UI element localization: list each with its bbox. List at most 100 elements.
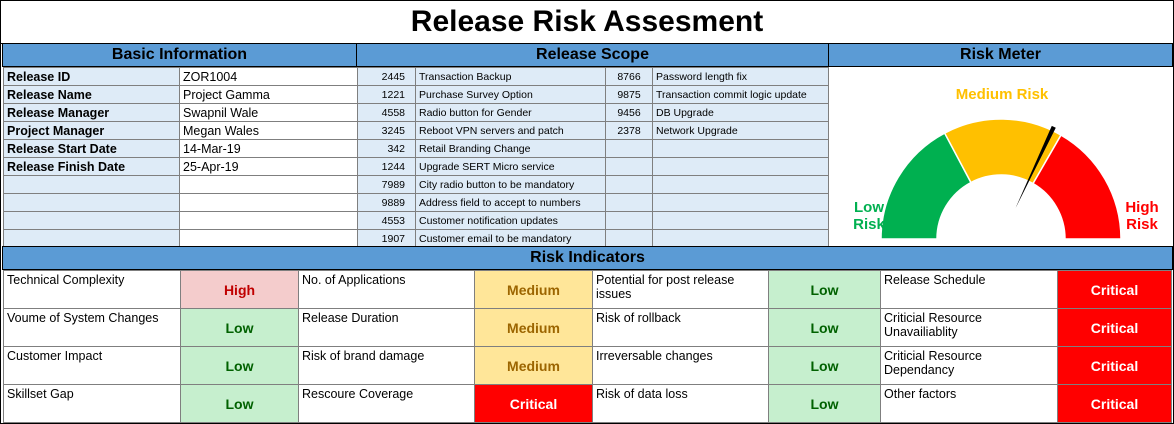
basic-info-label[interactable]: Release Name <box>3 85 180 104</box>
scope-item-id[interactable] <box>605 193 653 212</box>
scope-row: 7989 City radio button to be mandatory <box>357 175 829 194</box>
basic-info-row <box>3 229 358 248</box>
scope-item-id[interactable]: 9456 <box>605 103 653 122</box>
scope-item-id[interactable] <box>605 139 653 158</box>
scope-item-description[interactable] <box>652 157 829 176</box>
risk-level-badge[interactable]: Low <box>180 384 299 423</box>
basic-info-label[interactable]: Release Manager <box>3 103 180 122</box>
scope-item-description[interactable]: Transaction Backup <box>415 67 606 86</box>
risk-indicator-name[interactable]: Rescoure Coverage <box>298 384 475 423</box>
risk-indicator-name[interactable]: Potential for post release issues <box>592 270 769 309</box>
scope-item-id[interactable] <box>605 211 653 230</box>
risk-indicator-name[interactable]: Customer Impact <box>3 346 181 385</box>
scope-row: 1907 Customer email to be mandatory <box>357 229 829 248</box>
scope-item-description[interactable]: Customer notification updates <box>415 211 606 230</box>
risk-indicator-name[interactable]: Release Duration <box>298 308 475 347</box>
scope-item-description[interactable]: City radio button to be mandatory <box>415 175 606 194</box>
risk-level-badge[interactable]: Medium <box>474 308 593 347</box>
basic-info-value[interactable]: 14-Mar-19 <box>179 139 358 158</box>
risk-indicator-name[interactable]: Release Schedule <box>880 270 1058 309</box>
scope-item-description[interactable]: Password length fix <box>652 67 829 86</box>
basic-info-value[interactable]: Project Gamma <box>179 85 358 104</box>
risk-level-badge[interactable]: Critical <box>1057 308 1172 347</box>
scope-item-id[interactable]: 1907 <box>357 229 416 248</box>
risk-level-badge[interactable]: Low <box>180 308 299 347</box>
risk-level-badge[interactable]: Critical <box>1057 270 1172 309</box>
scope-item-id[interactable]: 1221 <box>357 85 416 104</box>
scope-item-id[interactable]: 9889 <box>357 193 416 212</box>
risk-indicator-name[interactable]: Risk of rollback <box>592 308 769 347</box>
scope-item-description[interactable] <box>652 139 829 158</box>
scope-item-id[interactable]: 2378 <box>605 121 653 140</box>
gauge-medium-label: Medium Risk <box>955 86 1049 103</box>
scope-item-id[interactable]: 7989 <box>357 175 416 194</box>
basic-info-value[interactable] <box>179 211 358 230</box>
basic-info-label[interactable] <box>3 229 180 248</box>
risk-level-badge[interactable]: Critical <box>1057 346 1172 385</box>
basic-info-value[interactable]: 25-Apr-19 <box>179 157 358 176</box>
basic-info-value[interactable]: Megan Wales <box>179 121 358 140</box>
risk-indicator-name[interactable]: Risk of brand damage <box>298 346 475 385</box>
risk-level-badge[interactable]: Low <box>768 270 881 309</box>
risk-indicator-name[interactable]: Irreversable changes <box>592 346 769 385</box>
scope-item-description[interactable] <box>652 211 829 230</box>
scope-item-id[interactable] <box>605 175 653 194</box>
risk-level-badge[interactable]: Low <box>768 308 881 347</box>
basic-info-label[interactable]: Release Start Date <box>3 139 180 158</box>
gauge-high-segment <box>1031 134 1122 240</box>
scope-item-description[interactable]: DB Upgrade <box>652 103 829 122</box>
risk-level-badge[interactable]: Low <box>768 384 881 423</box>
scope-item-description[interactable] <box>652 175 829 194</box>
risk-level-badge[interactable]: Medium <box>474 270 593 309</box>
basic-info-label[interactable] <box>3 193 180 212</box>
scope-item-id[interactable]: 342 <box>357 139 416 158</box>
scope-item-description[interactable]: Customer email to be mandatory <box>415 229 606 248</box>
basic-info-label[interactable]: Release Finish Date <box>3 157 180 176</box>
risk-level-badge[interactable]: Low <box>180 346 299 385</box>
scope-item-description[interactable] <box>652 193 829 212</box>
basic-info-label[interactable] <box>3 175 180 194</box>
gauge-high-label-line1: High <box>1125 199 1159 216</box>
scope-item-description[interactable]: Transaction commit logic update <box>652 85 829 104</box>
basic-info-label[interactable] <box>3 211 180 230</box>
scope-item-id[interactable]: 8766 <box>605 67 653 86</box>
risk-indicator-name[interactable]: Criticial Resource Dependancy <box>880 346 1058 385</box>
scope-item-description[interactable]: Address field to accept to numbers <box>415 193 606 212</box>
scope-item-id[interactable] <box>605 229 653 248</box>
risk-indicator-name[interactable]: Technical Complexity <box>3 270 181 309</box>
risk-level-badge[interactable]: Critical <box>1057 384 1172 423</box>
scope-item-id[interactable]: 1244 <box>357 157 416 176</box>
risk-level-badge[interactable]: Critical <box>474 384 593 423</box>
scope-item-description[interactable]: Retail Branding Change <box>415 139 606 158</box>
scope-item-id[interactable]: 4553 <box>357 211 416 230</box>
basic-info-value[interactable]: ZOR1004 <box>179 67 358 86</box>
risk-indicator-name[interactable]: Other factors <box>880 384 1058 423</box>
basic-information-table: Release ID ZOR1004 Release Name Project G… <box>3 67 358 248</box>
scope-item-description[interactable]: Reboot VPN servers and patch <box>415 121 606 140</box>
risk-level-badge[interactable]: Low <box>768 346 881 385</box>
scope-item-id[interactable]: 2445 <box>357 67 416 86</box>
risk-indicator-name[interactable]: Criticial Resource Unavailiablity <box>880 308 1058 347</box>
scope-item-id[interactable]: 3245 <box>357 121 416 140</box>
scope-item-id[interactable]: 9875 <box>605 85 653 104</box>
risk-indicator-name[interactable]: Voume of System Changes <box>3 308 181 347</box>
scope-item-description[interactable]: Radio button for Gender <box>415 103 606 122</box>
scope-item-description[interactable]: Network Upgrade <box>652 121 829 140</box>
risk-level-badge[interactable]: High <box>180 270 299 309</box>
scope-item-description[interactable] <box>652 229 829 248</box>
scope-item-id[interactable]: 4558 <box>357 103 416 122</box>
risk-indicator-name[interactable]: No. of Applications <box>298 270 475 309</box>
basic-info-value[interactable] <box>179 229 358 248</box>
risk-indicator-name[interactable]: Skillset Gap <box>3 384 181 423</box>
basic-info-value[interactable] <box>179 193 358 212</box>
scope-item-description[interactable]: Upgrade SERT Micro service <box>415 157 606 176</box>
basic-info-label[interactable]: Project Manager <box>3 121 180 140</box>
risk-indicator-name[interactable]: Risk of data loss <box>592 384 769 423</box>
scope-item-id[interactable] <box>605 157 653 176</box>
scope-item-description[interactable]: Purchase Survey Option <box>415 85 606 104</box>
risk-level-badge[interactable]: Medium <box>474 346 593 385</box>
basic-info-value[interactable] <box>179 175 358 194</box>
basic-info-label[interactable]: Release ID <box>3 67 180 86</box>
basic-info-value[interactable]: Swapnil Wale <box>179 103 358 122</box>
scope-row: 342 Retail Branding Change <box>357 139 829 158</box>
